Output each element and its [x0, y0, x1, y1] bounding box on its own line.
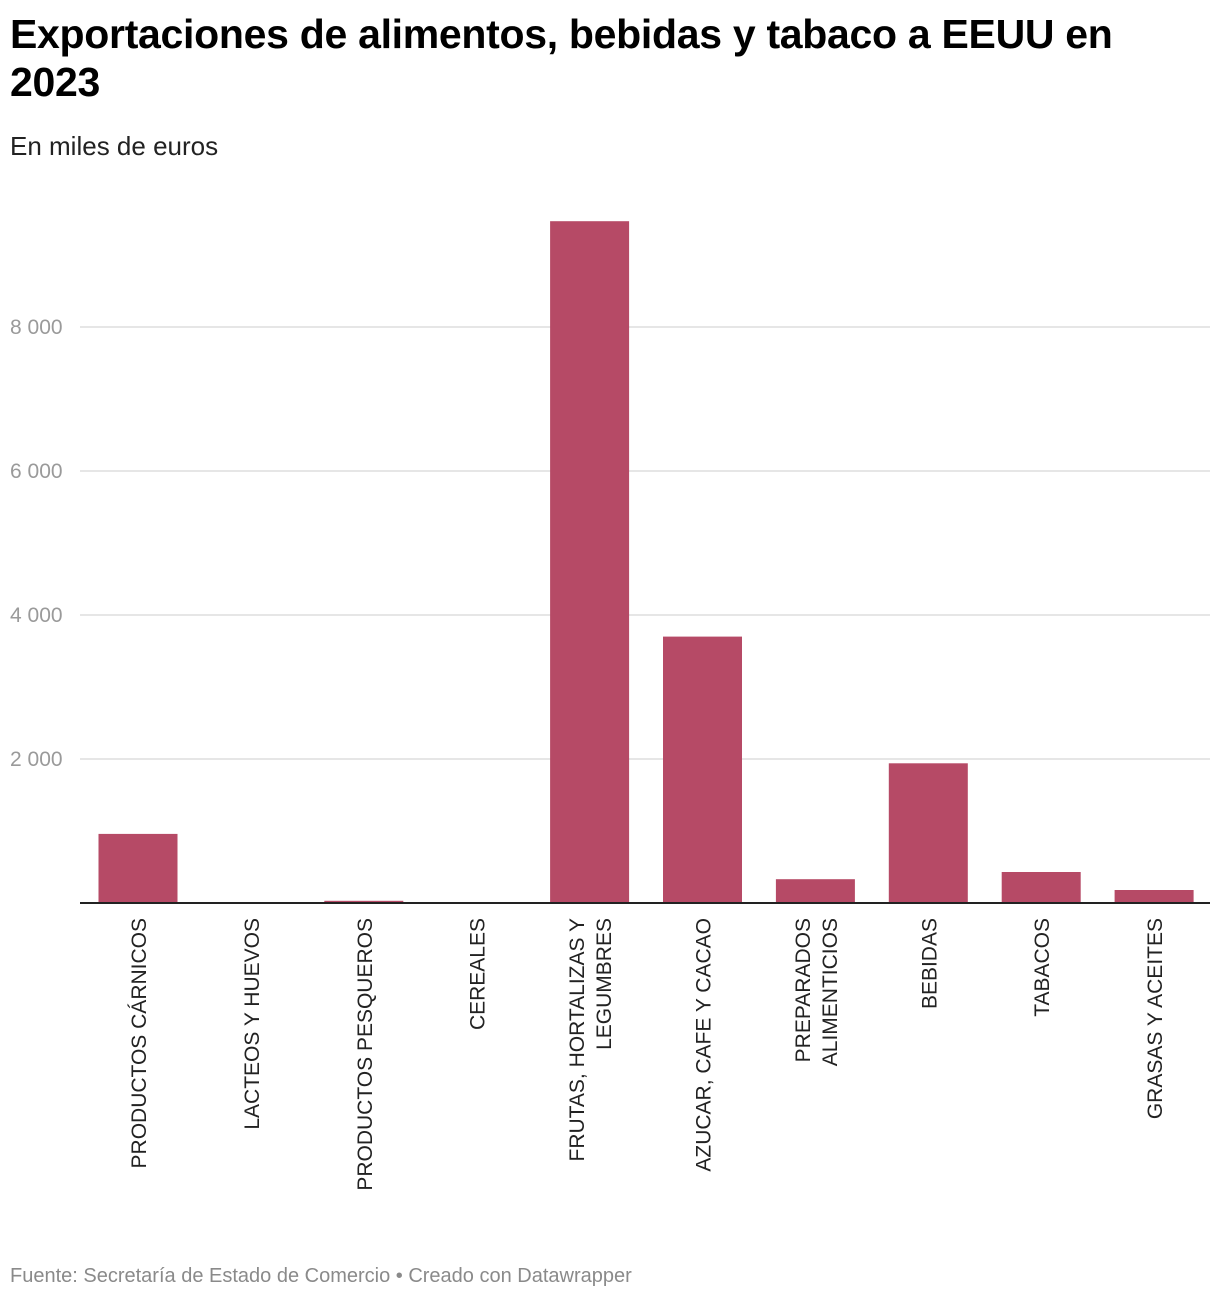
y-tick-labels: 2 000 4 000 6 000 8 000	[10, 316, 63, 771]
bar	[550, 221, 630, 903]
bar	[98, 833, 178, 903]
bar	[1114, 890, 1194, 903]
y-tick-label: 4 000	[10, 604, 63, 627]
chart-title: Exportaciones de alimentos, bebidas y ta…	[10, 11, 1113, 105]
bar	[663, 636, 742, 903]
y-tick-label: 2 000	[10, 748, 63, 771]
category-label: LACTEOS Y HUEVOS	[241, 918, 264, 1130]
category-label: BEBIDAS	[918, 918, 941, 1009]
category-label-line: PREPARADOS	[792, 918, 815, 1062]
category-labels: PRODUCTOS CÁRNICOS LACTEOS Y HUEVOS PRODUC…	[128, 918, 1167, 1191]
bar	[775, 879, 855, 903]
category-label-line: AZUCAR, CAFE Y CACAO	[693, 918, 716, 1172]
bar	[888, 763, 968, 903]
category-label: GRASAS Y ACEITES	[1144, 918, 1167, 1119]
chart-subtitle: En miles de euros	[10, 131, 219, 161]
category-label-line: LEGUMBRES	[593, 918, 616, 1050]
category-label: PRODUCTOS CÁRNICOS	[128, 918, 151, 1168]
category-label-line: CEREALES	[467, 918, 490, 1030]
category-label: FRUTAS, HORTALIZAS Y LEGUMBRES	[566, 918, 616, 1162]
category-label-line: ALIMENTICIOS	[819, 918, 842, 1066]
category-label-line: TABACOS	[1031, 918, 1054, 1017]
category-label-line: BEBIDAS	[918, 918, 941, 1009]
category-label: PRODUCTOS PESQUEROS	[354, 918, 377, 1191]
category-label: PREPARADOS ALIMENTICIOS	[792, 918, 842, 1066]
gridlines	[80, 326, 1210, 760]
bars	[98, 221, 1194, 903]
bar-chart: 2 000 4 000 6 000 8 000 PRODUCTOS CÁRNICOS L…	[10, 221, 1210, 1191]
bar	[324, 900, 404, 903]
bar	[1001, 872, 1081, 903]
source-footer: Fuente: Secretaría de Estado de Comercio…	[10, 1265, 632, 1287]
category-label-line: PRODUCTOS CÁRNICOS	[128, 918, 151, 1168]
y-tick-label: 8 000	[10, 316, 63, 339]
category-label: AZUCAR, CAFE Y CACAO	[693, 918, 716, 1172]
category-label: TABACOS	[1031, 918, 1054, 1017]
y-tick-label: 6 000	[10, 460, 63, 483]
category-label-line: GRASAS Y ACEITES	[1144, 918, 1167, 1119]
category-label-line: LACTEOS Y HUEVOS	[241, 918, 264, 1130]
category-label-line: PRODUCTOS PESQUEROS	[354, 918, 377, 1191]
category-label: CEREALES	[467, 918, 490, 1030]
category-label-line: FRUTAS, HORTALIZAS Y	[566, 918, 589, 1162]
